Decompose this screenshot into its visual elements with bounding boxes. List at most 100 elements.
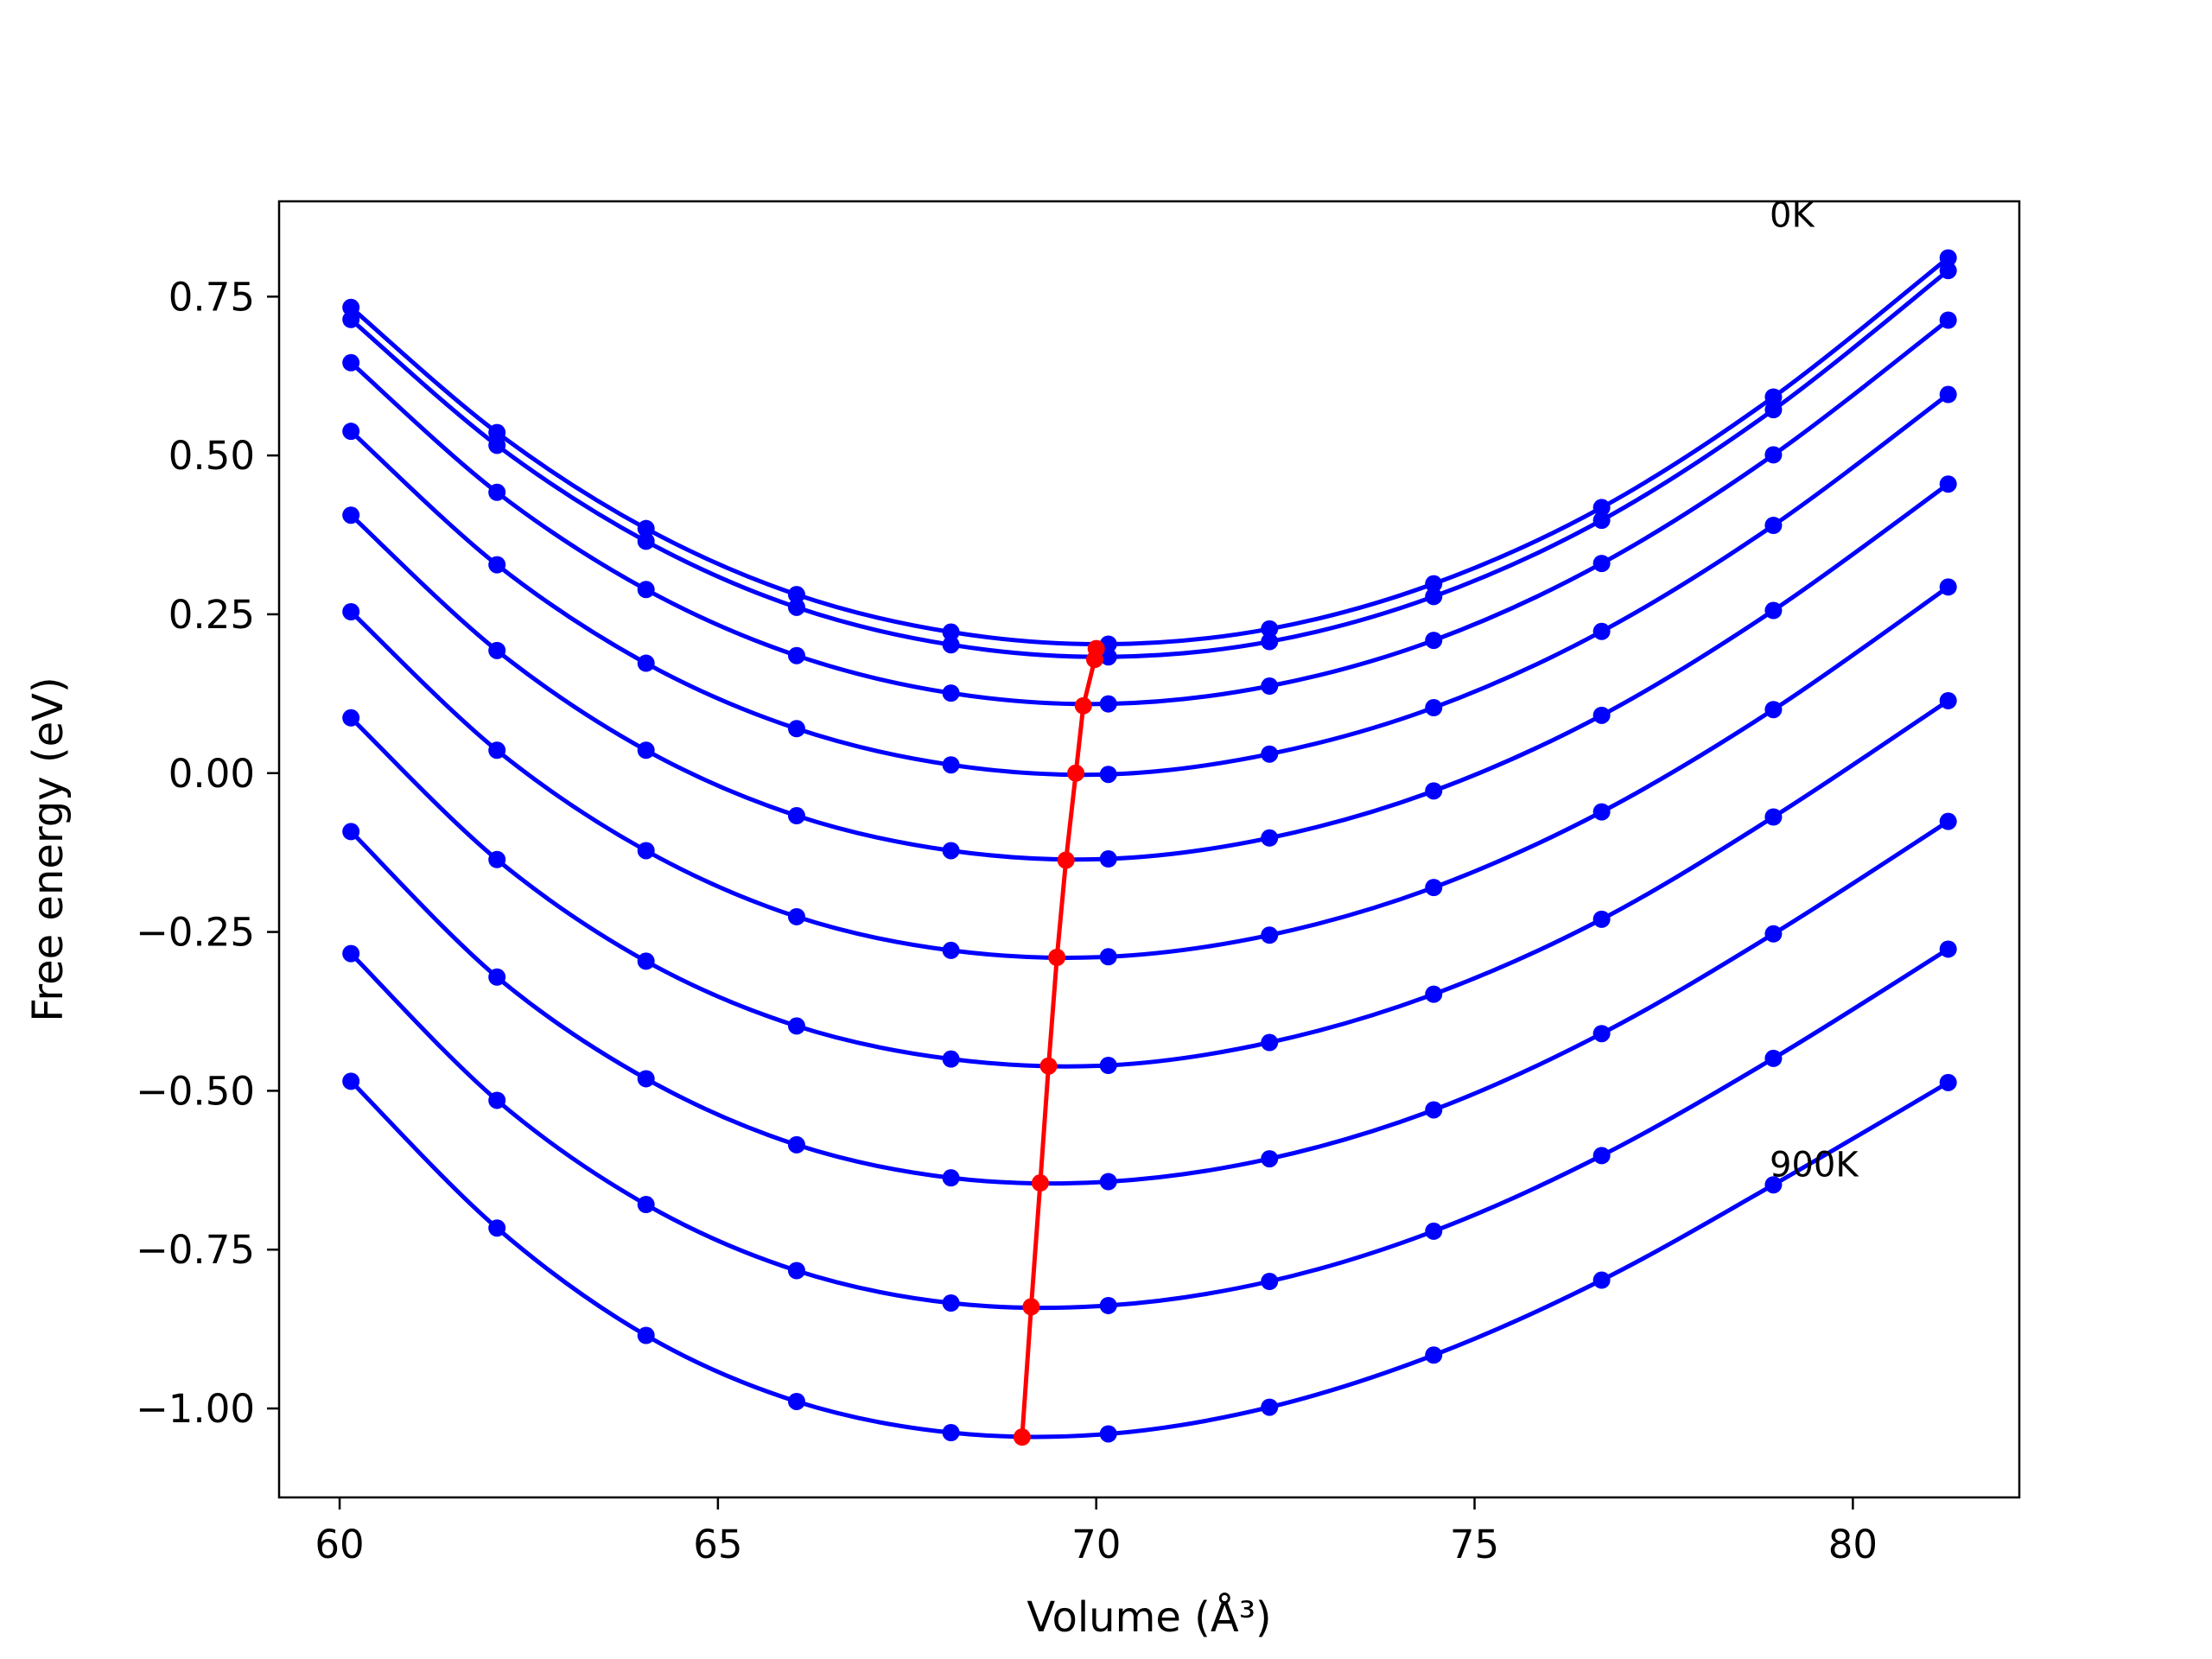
equilibrium-point: [1074, 696, 1092, 715]
series-0: [342, 249, 1957, 653]
series-point: [1764, 601, 1783, 620]
series-3: [342, 385, 1957, 784]
series-point: [488, 968, 506, 986]
series-5: [342, 578, 1957, 966]
series-point: [1261, 677, 1279, 696]
series-point: [488, 1219, 506, 1237]
series-point: [1764, 446, 1783, 464]
series-point: [942, 623, 960, 641]
series-point: [787, 907, 805, 925]
series-point: [787, 807, 805, 825]
series-point: [637, 952, 655, 970]
series-point: [1261, 632, 1279, 651]
series-point: [1425, 782, 1443, 800]
x-tick-label: 80: [1828, 1522, 1878, 1567]
series-line: [349, 256, 1950, 647]
series-point: [342, 506, 360, 524]
series-point: [637, 532, 655, 550]
y-tick-label: 0.75: [168, 274, 255, 320]
series-point: [1764, 701, 1783, 719]
series-point: [1425, 1222, 1443, 1240]
equilibrium-point: [1013, 1428, 1031, 1446]
series-point: [1939, 475, 1957, 493]
series-point: [1261, 1033, 1279, 1052]
series-point: [637, 741, 655, 760]
series-point: [1425, 1101, 1443, 1119]
series-point: [1099, 1425, 1117, 1443]
series-point: [1425, 879, 1443, 897]
y-tick-label: 0.25: [168, 592, 255, 638]
series-point: [342, 298, 360, 316]
series-point: [1764, 808, 1783, 826]
series-point: [1939, 578, 1957, 596]
series-point: [1261, 926, 1279, 944]
series-point: [1592, 910, 1611, 928]
series-point: [787, 598, 805, 616]
temperature-annotation: 900K: [1770, 1146, 1859, 1185]
series-point: [637, 1326, 655, 1344]
series-point: [787, 720, 805, 738]
series-point: [787, 586, 805, 604]
y-tick-label: −0.50: [136, 1068, 255, 1114]
series-point: [488, 1091, 506, 1109]
series-point: [942, 1294, 960, 1312]
series-point: [1425, 985, 1443, 1003]
series-point: [488, 483, 506, 501]
series-point: [1764, 388, 1783, 406]
series-line: [349, 269, 1950, 659]
series-point: [1592, 706, 1611, 724]
equilibrium-point: [1057, 851, 1075, 869]
series-point: [1261, 745, 1279, 763]
x-axis-ticks: 60 65 70 75 80: [315, 1497, 1878, 1567]
series-7: [342, 812, 1957, 1191]
series-point: [1261, 1398, 1279, 1416]
series-point: [488, 641, 506, 659]
series-point: [637, 654, 655, 672]
equilibrium-point: [1085, 651, 1103, 669]
y-axis-label: Free energy (eV): [24, 677, 73, 1021]
series-point: [637, 519, 655, 537]
series-9: [342, 1072, 1957, 1443]
plot-frame: [277, 200, 2021, 1499]
series-point: [1425, 632, 1443, 650]
series-point: [1261, 620, 1279, 638]
series-point: [942, 1424, 960, 1441]
series-point: [1592, 499, 1611, 517]
series-point: [1099, 695, 1117, 713]
series-point: [342, 423, 360, 441]
series-point: [942, 1050, 960, 1068]
series-point: [1099, 948, 1117, 966]
series-point: [1939, 691, 1957, 709]
equilibrium-point: [1048, 949, 1066, 966]
series-point: [1592, 1147, 1611, 1165]
y-tick-label: −0.25: [136, 910, 255, 956]
series-2: [342, 311, 1957, 713]
series-point: [942, 1169, 960, 1187]
series-point: [488, 556, 506, 574]
series-point: [637, 1196, 655, 1214]
series-point: [1592, 1271, 1611, 1289]
y-tick-label: −0.75: [136, 1227, 255, 1273]
series-point: [787, 1262, 805, 1280]
y-tick-label: −1.00: [136, 1386, 255, 1432]
x-tick-label: 65: [693, 1522, 742, 1567]
series-point: [1764, 1176, 1783, 1194]
x-axis-label: Volume (Å³): [1027, 1592, 1271, 1642]
series-point: [488, 423, 506, 442]
series-point: [637, 581, 655, 599]
series-point: [1764, 401, 1783, 419]
series-point: [1939, 812, 1957, 830]
series-8: [342, 940, 1957, 1314]
equilibrium-point: [1039, 1057, 1058, 1075]
series-point: [942, 756, 960, 774]
series-point: [1939, 249, 1957, 267]
series-point: [342, 1072, 360, 1090]
x-tick-label: 70: [1071, 1522, 1121, 1567]
series-point: [488, 850, 506, 868]
series-point: [787, 1135, 805, 1154]
series-point: [1939, 311, 1957, 329]
series-point: [1099, 1173, 1117, 1191]
series-point: [637, 1070, 655, 1088]
series-point: [488, 741, 506, 760]
